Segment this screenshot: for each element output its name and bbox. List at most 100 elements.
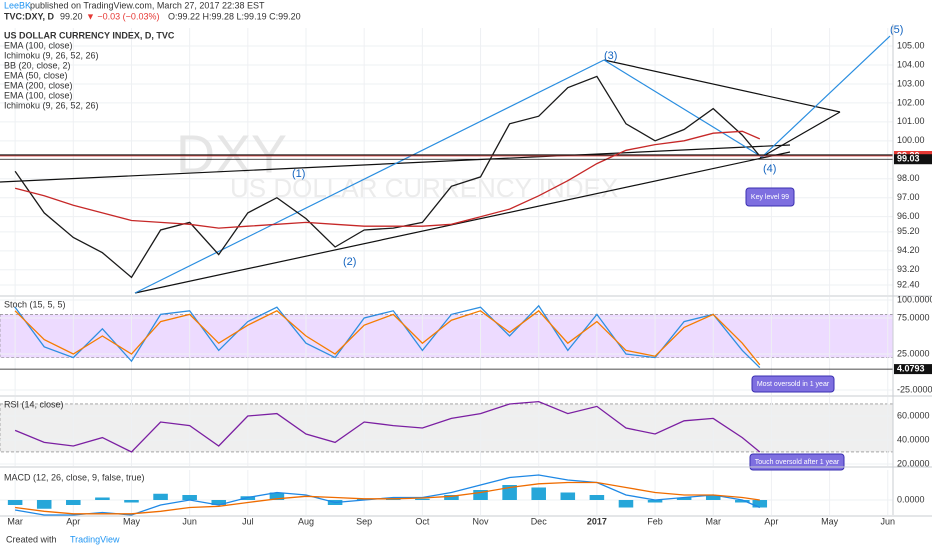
wave-line — [761, 35, 891, 158]
histogram-bar — [676, 497, 692, 500]
x-tick-label: Oct — [415, 516, 430, 526]
callout-text: Touch oversold after 1 year — [755, 459, 840, 466]
histogram-bar — [647, 500, 663, 503]
histogram-bar — [560, 492, 576, 500]
histogram-bar — [618, 500, 634, 508]
y-tick-label: 104.00 — [897, 59, 925, 69]
y-tick-label: 105.00 — [897, 40, 925, 50]
wave-label: (2) — [343, 256, 356, 268]
y-tick-label: 96.00 — [897, 211, 920, 221]
wave-line — [603, 59, 763, 158]
y-tick-label: 95.20 — [897, 226, 920, 236]
x-tick-label: Feb — [647, 516, 663, 526]
wave-label: (3) — [604, 50, 617, 62]
callout — [751, 375, 835, 393]
x-tick-label: Jun — [881, 516, 896, 526]
y-tick-label: 103.00 — [897, 78, 925, 88]
y-tick-label: 20.0000 — [897, 458, 930, 468]
trendline — [603, 59, 841, 113]
pane-title: Stoch (15, 5, 5) — [4, 299, 66, 309]
legend-entry: EMA (100, close) — [4, 40, 73, 50]
callout — [749, 453, 845, 471]
histogram-bar — [95, 497, 110, 500]
histogram-bar — [752, 500, 768, 508]
indicator-label: Ichimoku (9, 26, 52, 26) — [4, 100, 99, 110]
x-tick-label: Apr — [66, 516, 80, 526]
histogram-bar — [36, 500, 52, 509]
y-tick-label: 60.0000 — [897, 410, 930, 420]
y-tick-label: 100.00 — [897, 135, 925, 145]
y-tick-label: 93.20 — [897, 264, 920, 274]
price-badge — [894, 154, 932, 165]
series-line — [15, 481, 760, 515]
price-badge — [894, 364, 932, 375]
wave-label: (4) — [763, 163, 776, 175]
y-tick-label: 101.00 — [897, 116, 925, 126]
price-badge-label: 4.0793 — [897, 363, 925, 373]
watermark-name: US DOLLAR CURRENCY INDEX — [230, 173, 618, 203]
price-badge-label: 99.03 — [897, 154, 920, 164]
x-tick-label: Mar — [705, 516, 721, 526]
series-line — [14, 75, 761, 279]
y-tick-label: 94.20 — [897, 245, 920, 255]
pane-title: US DOLLAR CURRENCY INDEX, D, TVC — [4, 30, 175, 40]
footer-brand[interactable]: TradingView — [70, 534, 120, 544]
wave-label: (5) — [890, 24, 903, 36]
histogram-bar — [182, 495, 197, 500]
histogram-bar — [531, 487, 546, 500]
x-tick-label: May — [821, 516, 839, 526]
published: published on TradingView.com, March 27, … — [30, 0, 265, 10]
series-line — [14, 474, 761, 516]
histogram-bar — [473, 490, 488, 500]
histogram-bar — [705, 495, 721, 500]
histogram-bar — [66, 500, 81, 505]
y-tick-label: 40.0000 — [897, 434, 930, 444]
series-line — [14, 400, 761, 453]
histogram-bar — [415, 498, 430, 500]
wave-label: (1) — [292, 168, 305, 180]
x-tick-label: Sep — [356, 516, 372, 526]
trendlines — [0, 35, 893, 294]
last-price: 99.20 — [60, 11, 83, 21]
watermark-symbol: DXY — [176, 124, 287, 184]
y-tick-label: 92.40 — [897, 279, 920, 289]
y-tick-label: -25.0000 — [897, 384, 932, 394]
y-tick-label: 97.00 — [897, 192, 920, 202]
trendline — [134, 151, 791, 294]
footer-created: Created with — [6, 534, 57, 544]
indicator-label: EMA (200, close) — [4, 80, 73, 90]
pane-title: MACD (12, 26, close, 9, false, true) — [4, 472, 145, 482]
x-tick-label: Mar — [7, 516, 23, 526]
series-line — [14, 130, 761, 229]
histogram-bar — [211, 500, 227, 505]
pane-title: RSI (14, close) — [4, 399, 64, 409]
y-tick-label: 0.0000 — [897, 494, 925, 504]
x-tick-label: 2017 — [587, 516, 607, 526]
callout — [745, 187, 795, 207]
histogram-bar — [589, 495, 605, 500]
ohlc: O:99.22 H:99.28 L:99.19 C:99.20 — [168, 11, 301, 21]
author[interactable]: LeeBK — [4, 0, 31, 10]
wave-line — [134, 59, 605, 294]
x-tick-label: Jun — [182, 516, 197, 526]
x-tick-label: Apr — [764, 516, 778, 526]
series-line — [14, 309, 761, 366]
callout-text: Key level 99 — [751, 194, 789, 201]
histogram-bar — [153, 493, 168, 500]
histogram-bar — [444, 495, 459, 500]
x-tick-label: Dec — [531, 516, 548, 526]
x-tick-label: Nov — [473, 516, 490, 526]
y-tick-label: 100.0000 — [897, 294, 932, 304]
x-tick-label: Aug — [298, 516, 314, 526]
change: ▼ −0.03 (−0.03%) — [86, 11, 159, 21]
histogram-bar — [269, 492, 285, 500]
x-tick-label: May — [123, 516, 141, 526]
y-tick-label: 75.0000 — [897, 312, 930, 322]
x-tick-label: Jul — [242, 516, 254, 526]
y-tick-label: 25.0000 — [897, 348, 930, 358]
indicator-label: Ichimoku (9, 26, 52, 26) — [4, 50, 99, 60]
indicator-label: BB (20, close, 2) — [4, 60, 71, 70]
y-tick-label: 102.00 — [897, 97, 925, 107]
